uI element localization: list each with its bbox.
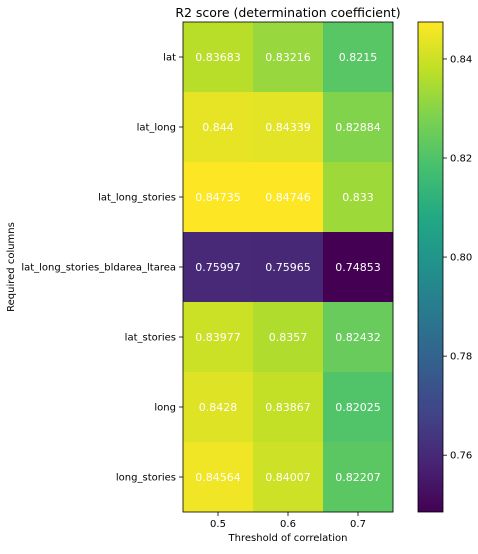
heatmap-cell-label: 0.8215 <box>339 51 378 64</box>
heatmap-cell-label: 0.833 <box>342 191 374 204</box>
heatmap-cell <box>253 302 324 373</box>
heatmap-cell <box>323 302 394 373</box>
heatmap-cell-label: 0.75965 <box>265 261 311 274</box>
heatmap-cell-label: 0.74853 <box>335 261 381 274</box>
colorbar-tick-label: 0.80 <box>450 253 472 264</box>
heatmap-cell <box>323 92 394 163</box>
heatmap-cell-label: 0.82432 <box>335 331 381 344</box>
heatmap-cell-label: 0.84746 <box>265 191 311 204</box>
heatmap-cell-label: 0.8357 <box>269 331 308 344</box>
heatmap-cell <box>323 22 394 93</box>
heatmap-cell <box>253 232 324 303</box>
colorbar <box>417 21 444 513</box>
heatmap-cell-labels: 0.83683 0.83216 0.8215 0.844 0.84339 0.82884 0… <box>195 51 381 484</box>
y-tick-label: long <box>154 403 176 414</box>
heatmap-cell <box>323 232 394 303</box>
heatmap-cell-label: 0.82207 <box>335 471 381 484</box>
x-axis-ticks: 0.5 0.6 0.7 <box>210 512 366 530</box>
chart-title: R2 score (determination coefficient) <box>175 5 400 20</box>
heatmap-cell-label: 0.844 <box>202 121 234 134</box>
heatmap-cell-label: 0.83867 <box>265 401 311 414</box>
heatmap-cell-label: 0.83977 <box>195 331 241 344</box>
heatmap-cell <box>183 302 254 373</box>
heatmap-cell <box>183 372 254 443</box>
y-axis-label: Required columns <box>6 222 17 312</box>
heatmap-cell <box>323 162 394 233</box>
heatmap-cell-label: 0.8428 <box>199 401 238 414</box>
heatmap-cell <box>253 442 324 513</box>
y-axis-ticks: lat lat_long lat_long_stories lat_long_stor… <box>21 53 183 484</box>
y-tick-label: long_stories <box>116 473 176 484</box>
colorbar-tick-label: 0.76 <box>450 451 472 462</box>
heatmap-cell <box>183 162 254 233</box>
x-tick-label: 0.6 <box>280 519 296 530</box>
heatmap-cell-label: 0.82025 <box>335 401 381 414</box>
y-tick-label: lat_long_stories_bldarea_ltarea <box>21 263 176 274</box>
y-tick-label: lat_long_stories <box>98 193 176 204</box>
x-tick-label: 0.5 <box>210 519 226 530</box>
colorbar-tick-label: 0.78 <box>450 352 472 363</box>
y-tick-label: lat_stories <box>125 333 176 344</box>
heatmap-cell <box>253 92 324 163</box>
colorbar-tick-label: 0.82 <box>450 154 472 165</box>
colorbar-tick-label: 0.84 <box>450 54 472 65</box>
heatmap-cell <box>183 442 254 513</box>
heatmap-cell <box>253 372 324 443</box>
colorbar-ticks: 0.76 0.78 0.80 0.82 0.84 <box>443 54 472 462</box>
heatmap-cell <box>323 442 394 513</box>
heatmap-cell-label: 0.82884 <box>335 121 381 134</box>
heatmap-cell <box>183 22 254 93</box>
heatmap-cell <box>183 232 254 303</box>
heatmap-cell <box>323 372 394 443</box>
heatmap-cells <box>183 22 394 513</box>
x-axis-label: Threshold of correlation <box>228 533 348 544</box>
heatmap-cell <box>253 162 324 233</box>
heatmap-cell-label: 0.83683 <box>195 51 241 64</box>
heatmap-cell <box>253 22 324 93</box>
heatmap-cell-label: 0.84735 <box>195 191 241 204</box>
x-tick-label: 0.7 <box>350 519 366 530</box>
heatmap-cell-label: 0.84007 <box>265 471 311 484</box>
heatmap-cell-label: 0.83216 <box>265 51 311 64</box>
heatmap-cell-label: 0.84564 <box>195 471 241 484</box>
y-tick-label: lat_long <box>137 123 176 134</box>
heatmap-cell-label: 0.84339 <box>265 121 311 134</box>
heatmap-cell <box>183 92 254 163</box>
heatmap-cell-label: 0.75997 <box>195 261 241 274</box>
y-tick-label: lat <box>163 53 176 64</box>
